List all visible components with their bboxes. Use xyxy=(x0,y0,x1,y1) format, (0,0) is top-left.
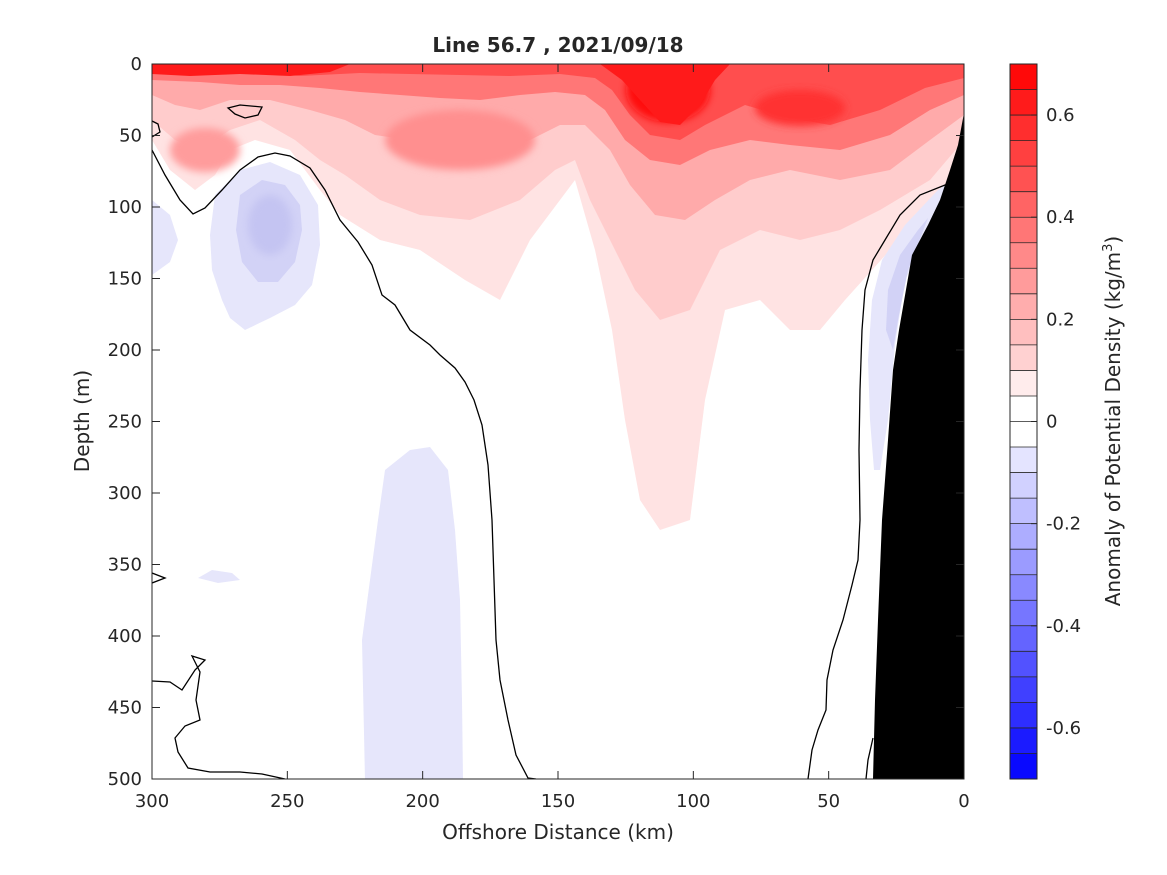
y-tick-label: 50 xyxy=(119,126,142,147)
colorbar-swatch xyxy=(1010,166,1037,193)
negative-deep-patch xyxy=(362,447,463,779)
zero-contour-small-loop xyxy=(226,104,264,119)
zero-contour-left-edge xyxy=(152,120,161,138)
colorbar-swatches xyxy=(1010,63,1037,780)
y-tick-label: 250 xyxy=(108,412,142,433)
colorbar-swatch xyxy=(1010,268,1037,295)
colorbar-swatch xyxy=(1010,676,1037,703)
y-axis: 0 50 100 150 200 250 300 350 400 450 500 xyxy=(108,54,964,790)
colorbar-swatch xyxy=(1010,472,1037,499)
colorbar: 0.6 0.4 0.2 0 -0.2 -0.4 -0.6 Anomaly of Potent… xyxy=(1009,63,1125,780)
colorbar-swatch xyxy=(1010,370,1037,397)
zero-contour-main xyxy=(152,149,537,779)
positive-level-6 xyxy=(152,64,350,76)
colorbar-swatch xyxy=(1010,395,1037,422)
colorbar-swatch xyxy=(1010,574,1037,601)
y-tick-label: 150 xyxy=(108,269,142,290)
x-tick-label: 50 xyxy=(817,791,840,812)
positive-level-5 xyxy=(152,64,964,140)
colorbar-swatch xyxy=(1010,217,1037,244)
positive-blob-285km xyxy=(170,128,240,172)
zero-contour-bottom-right xyxy=(865,737,874,779)
negative-small-patch xyxy=(198,570,240,583)
colorbar-label-text: Anomaly of Potential Density (kg/m xyxy=(1101,252,1125,606)
y-tick-label: 450 xyxy=(108,698,142,719)
colorbar-swatch xyxy=(1010,523,1037,550)
zero-contour-nearshore xyxy=(807,180,964,779)
y-tick-label: 400 xyxy=(108,626,142,647)
colorbar-swatch xyxy=(1010,115,1037,142)
colorbar-swatch xyxy=(1010,498,1037,525)
colorbar-swatch xyxy=(1010,549,1037,576)
colorbar-label-close: ) xyxy=(1101,236,1125,244)
positive-blob-180km xyxy=(385,110,535,170)
colorbar-swatch xyxy=(1010,447,1037,474)
colorbar-tick-label: 0 xyxy=(1046,412,1057,433)
colorbar-swatch xyxy=(1010,319,1037,346)
negative-anomaly-field xyxy=(152,162,950,779)
negative-left-edge xyxy=(152,200,178,275)
negative-nearshore xyxy=(868,182,950,470)
colorbar-swatch xyxy=(1010,421,1037,448)
negative-eddy-core xyxy=(248,195,292,255)
colorbar-swatch xyxy=(1010,651,1037,678)
y-axis-label: Depth (m) xyxy=(70,370,94,472)
x-tick-label: 300 xyxy=(135,791,169,812)
x-tick-label: 200 xyxy=(405,791,439,812)
x-tick-label: 100 xyxy=(676,791,710,812)
x-tick-label: 150 xyxy=(541,791,575,812)
zero-contour-lines xyxy=(152,104,964,779)
x-tick-label: 0 xyxy=(958,791,969,812)
y-tick-label: 200 xyxy=(108,340,142,361)
y-tick-label: 0 xyxy=(131,54,142,75)
zero-contour-bottom-left xyxy=(152,654,286,779)
colorbar-tick-label: 0.2 xyxy=(1046,309,1075,330)
colorbar-swatch xyxy=(1010,293,1037,320)
positive-core-60km xyxy=(755,90,845,126)
y-tick-label: 300 xyxy=(108,483,142,504)
filled-contours xyxy=(152,64,964,779)
colorbar-ticks: 0.6 0.4 0.2 0 -0.2 -0.4 -0.6 xyxy=(1031,105,1081,739)
y-tick-label: 350 xyxy=(108,555,142,576)
colorbar-swatch xyxy=(1010,64,1037,91)
colorbar-tick-label: -0.4 xyxy=(1046,616,1081,637)
colorbar-label-superscript: 3 xyxy=(1101,244,1116,252)
colorbar-tick-label: -0.2 xyxy=(1046,514,1081,535)
chart-title: Line 56.7 , 2021/09/18 xyxy=(432,33,683,57)
colorbar-tick-label: -0.6 xyxy=(1046,718,1081,739)
plot-area: 300 250 200 150 100 50 0 050100150200250300350… xyxy=(108,54,970,812)
y-tick-label: 500 xyxy=(108,769,142,790)
zero-contour-left-small xyxy=(152,572,167,584)
y-tick-label: 100 xyxy=(108,197,142,218)
negative-nearshore-inner xyxy=(886,218,928,350)
x-tick-label: 250 xyxy=(270,791,304,812)
colorbar-swatch xyxy=(1010,242,1037,269)
colorbar-swatch xyxy=(1010,753,1037,780)
x-axis: 300 250 200 150 100 50 0 xyxy=(135,64,970,812)
positive-level-6b xyxy=(600,64,730,125)
colorbar-label: Anomaly of Potential Density (kg/m3) xyxy=(1101,236,1125,606)
positive-anomaly-field xyxy=(152,64,964,530)
colorbar-tick-label: 0.6 xyxy=(1046,105,1075,126)
seafloor-land-mask xyxy=(873,113,964,779)
colorbar-swatch xyxy=(1010,702,1037,729)
colorbar-swatch xyxy=(1010,140,1037,167)
colorbar-swatch xyxy=(1010,89,1037,116)
x-axis-label: Offshore Distance (km) xyxy=(442,820,674,844)
colorbar-swatch xyxy=(1010,191,1037,218)
colorbar-tick-label: 0.4 xyxy=(1046,207,1075,228)
colorbar-swatch xyxy=(1010,727,1037,754)
colorbar-swatch xyxy=(1010,625,1037,652)
colorbar-swatch xyxy=(1010,344,1037,371)
colorbar-swatch xyxy=(1010,600,1037,627)
